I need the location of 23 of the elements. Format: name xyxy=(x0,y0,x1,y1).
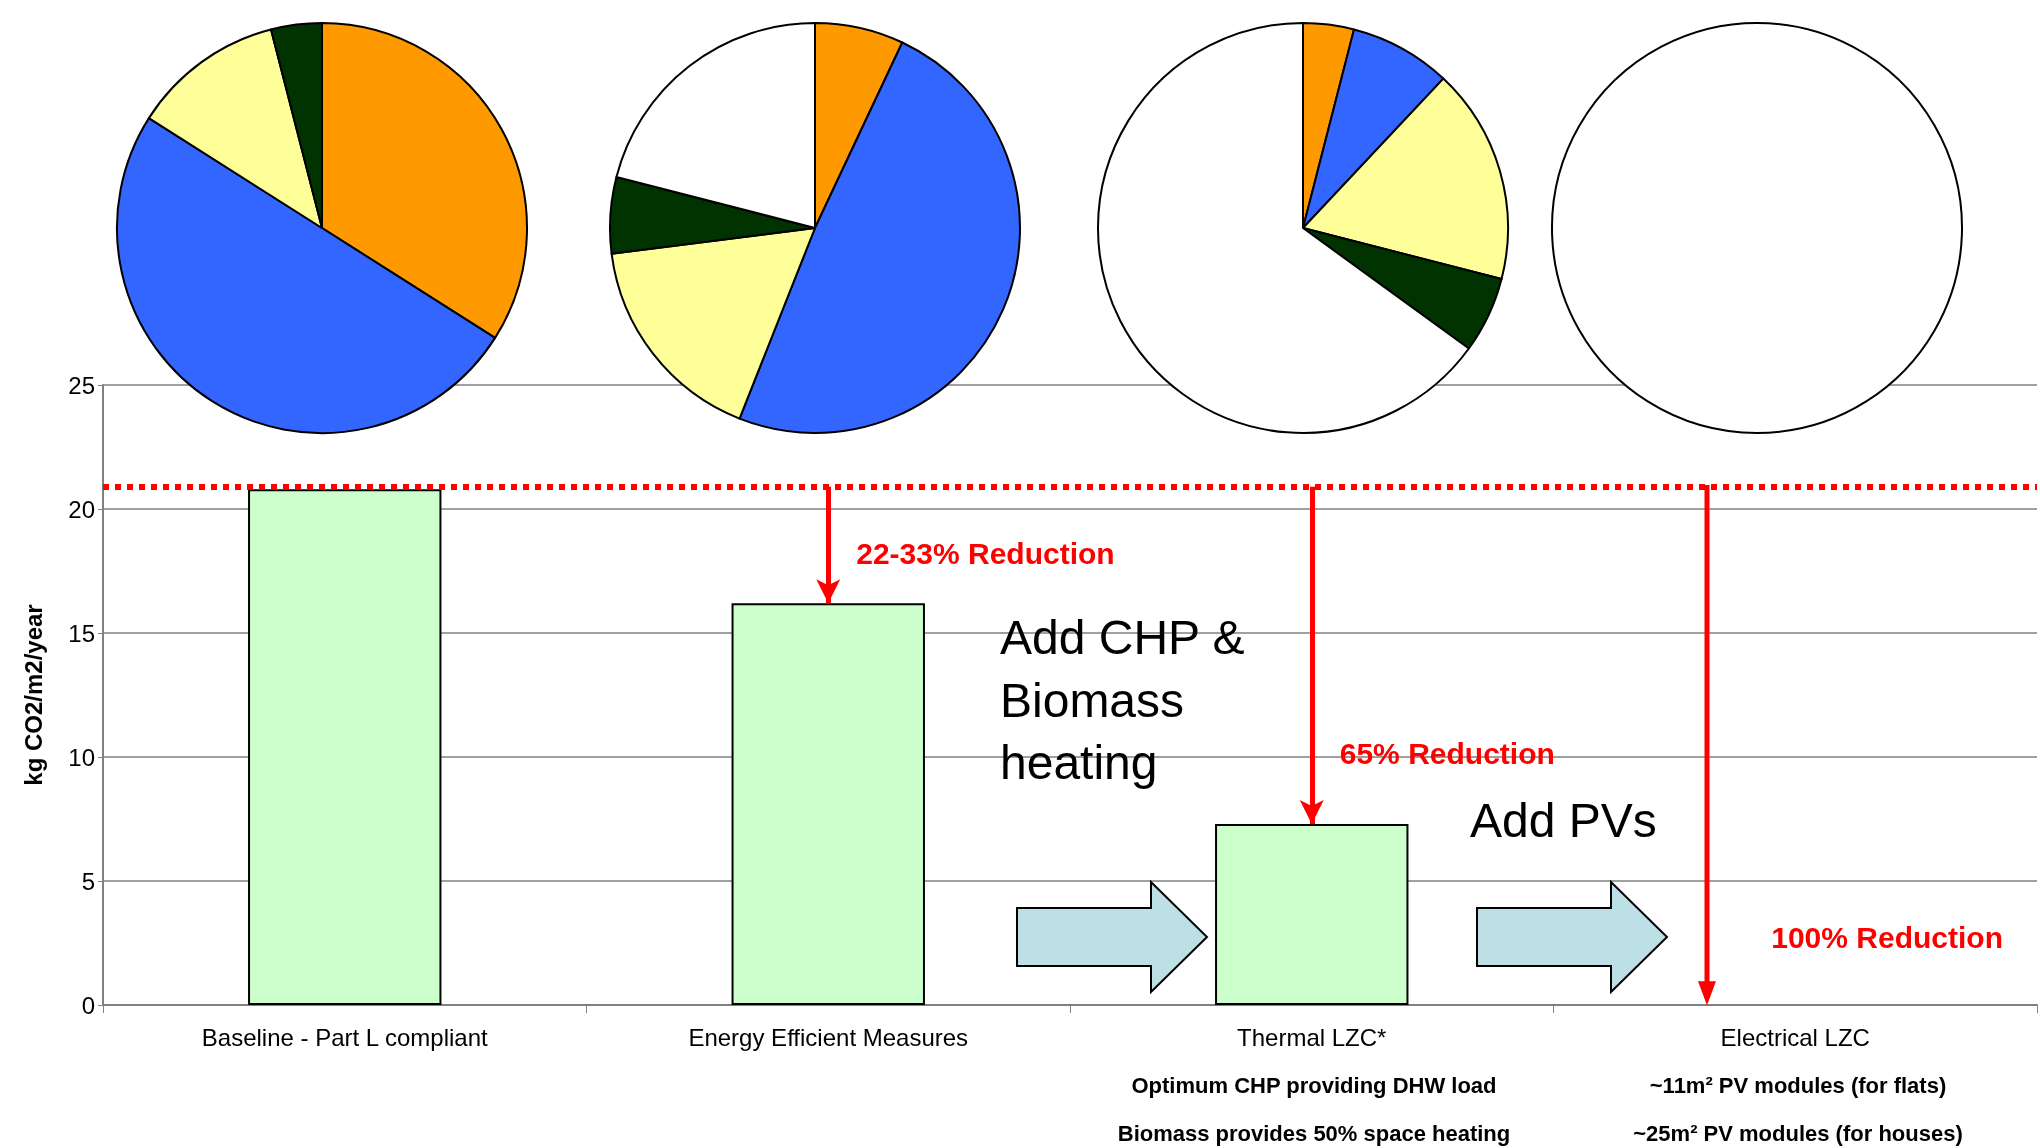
text: ~25m² PV modules (for houses) xyxy=(1633,1120,1963,1146)
text: Biomass provides 50% space heating xyxy=(1117,1120,1511,1146)
annotation: Add CHP & Biomass heating xyxy=(1000,611,1258,789)
annotation: 100% Reduction xyxy=(1771,920,2003,954)
x-tick-label: Thermal LZC* xyxy=(1237,1023,1387,1051)
bar xyxy=(731,603,925,1005)
y-tick-label: 10 xyxy=(68,743,95,771)
y-tick-label: 0 xyxy=(81,991,95,1019)
annotation: 65% Reduction xyxy=(1339,737,1555,771)
x-tick-label: Energy Efficient Measures xyxy=(688,1023,969,1051)
bar xyxy=(248,489,442,1005)
y-tick-label: 25 xyxy=(68,371,95,399)
y-axis-title: kg CO2/m2/year xyxy=(19,604,47,786)
x-tick-label: Baseline - Part L compliant xyxy=(201,1023,489,1051)
y-tick-label: 15 xyxy=(68,619,95,647)
annotation: Add PVs xyxy=(1470,793,1657,847)
text: Optimum CHP providing DHW load xyxy=(1131,1072,1497,1098)
x-tick-label: Electrical LZC xyxy=(1720,1023,1870,1051)
text: ~11m² PV modules (for flats) xyxy=(1649,1072,1947,1098)
annotation: 22-33% Reduction xyxy=(856,536,1115,570)
bar xyxy=(1215,823,1409,1005)
y-tick-label: 20 xyxy=(68,495,95,523)
y-tick-label: 5 xyxy=(81,867,95,895)
